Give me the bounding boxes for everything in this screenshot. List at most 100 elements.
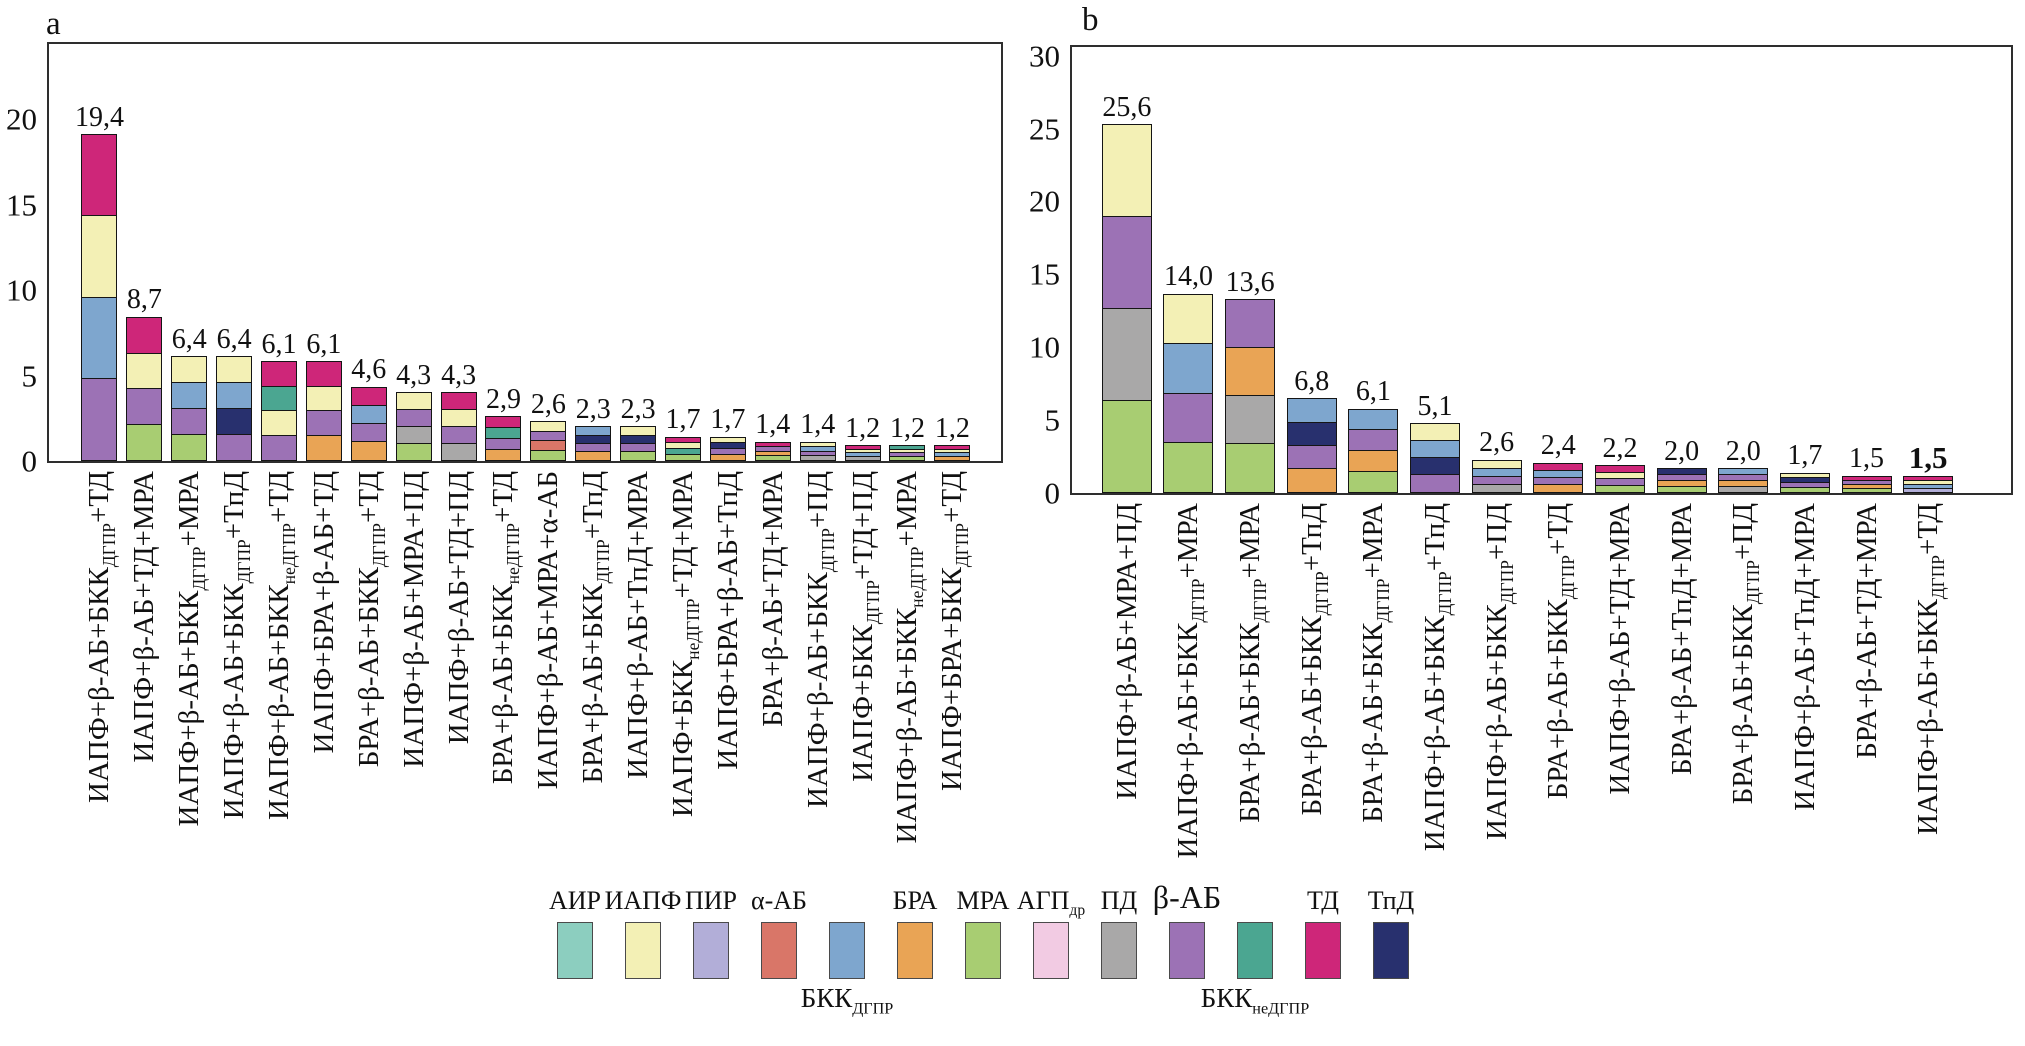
bar: 1,2 — [889, 414, 926, 461]
legend-label: ТпД — [1367, 886, 1415, 915]
bar-segment-iapf — [126, 352, 163, 390]
bar: 4,6 — [350, 356, 387, 461]
x-axis-label: ИАПФ+БККДГПР+ТД+ПД — [846, 471, 883, 782]
bar-segment-iapf — [216, 356, 253, 384]
y-axis-tick-label: 0 — [21, 443, 38, 479]
bar-value-label: 4,3 — [441, 359, 477, 391]
bar-value-label: 4,3 — [396, 359, 432, 391]
y-axis-tick-label: 20 — [6, 101, 37, 137]
bar-segment-td — [440, 392, 477, 411]
bar-value-label: 1,7 — [710, 404, 746, 435]
bar-segment-pd — [1718, 485, 1769, 493]
legend-label: β-АБ — [1152, 879, 1222, 915]
bar-segment-beta_ab — [305, 410, 342, 437]
legend-label: АИР — [548, 886, 602, 915]
legend-item-mra: МРА — [956, 886, 1010, 979]
bar: 6,1 — [261, 330, 297, 461]
bar-segment-td — [81, 134, 118, 217]
legend-label: ТД — [1307, 886, 1339, 915]
bar: 2,6 — [530, 390, 567, 461]
bar: 2,0 — [1718, 437, 1769, 493]
y-axis-tick-label: 15 — [6, 187, 37, 223]
bar-segment-bkk_dgpr — [1163, 343, 1214, 394]
bar-segment-td — [350, 386, 387, 407]
bars-layer: 25,6 ИАПФ+β-АБ+МРА+ПД 14,0 ИАПФ+β-АБ+БККДГП… — [1072, 47, 2011, 858]
y-axis: 0 5 10 15 20 — [6, 44, 1001, 477]
bar-segment-mra — [620, 451, 657, 461]
x-axis-label: БРА+β-АБ+ТпД+МРА — [1665, 503, 1698, 776]
bar-group: 2,9 БРА+β-АБ+БККнеДГПР+ТД — [485, 44, 523, 784]
bar: 2,2 — [1594, 434, 1645, 493]
bar-segment-iapf — [305, 385, 342, 412]
bar-value-label: 6,1 — [261, 328, 297, 360]
bar-segment-beta_ab — [261, 434, 297, 461]
bar-group: 6,8 БРА+β-АБ+БККДГПР+ТпД — [1286, 47, 1337, 816]
bar: 2,3 — [575, 395, 612, 461]
bar: 2,6 — [1471, 429, 1522, 493]
bar-segment-bra — [1286, 468, 1337, 493]
bar-segment-tpd — [216, 407, 253, 436]
x-axis-label: БРА+β-АБ+БККДГПР+ТД — [352, 471, 389, 768]
x-axis-label: БРА+β-АБ+БККДГПР+МРА — [1234, 503, 1270, 823]
legend-swatch-beta_ab — [1169, 922, 1205, 979]
bar-group: 1,4 БРА+β-АБ+ТД+МРА — [754, 44, 791, 727]
bar: 6,1 — [1348, 378, 1399, 493]
bar: 14,0 — [1163, 263, 1214, 493]
bar-segment-bra — [350, 441, 387, 461]
legend-item-pir: ПИР — [685, 886, 737, 979]
x-axis-label: ИАПФ+β-АБ+МРА+ПД — [1110, 503, 1143, 800]
bar-value-label: 2,3 — [575, 393, 611, 425]
bar-group: 6,1 БРА+β-АБ+БККДГПР+МРА — [1348, 47, 1399, 823]
x-axis-label: БРА+β-АБ+БККнеДГПР+ТД — [487, 471, 524, 785]
bar-value-label: 2,4 — [1540, 430, 1576, 462]
bar-value-label: 2,6 — [1479, 427, 1515, 459]
bar: 5,1 — [1410, 392, 1461, 493]
x-axis-label: БРА+β-АБ+БККДГПР+ТпД — [1295, 503, 1332, 816]
y-axis-tick-label: 20 — [1029, 183, 1060, 219]
bar-segment-mra — [889, 455, 926, 461]
legend-swatch-alpha_ab — [761, 922, 797, 979]
bar-value-label: 1,5 — [1908, 440, 1948, 476]
bar-segment-bra — [485, 448, 522, 461]
bar-group: 2,3 ИАПФ+β-АБ+ТпД+МРА — [620, 44, 657, 779]
bar: 1,7 — [709, 406, 746, 461]
bar-value-label: 25,6 — [1102, 91, 1152, 123]
bar: 1,4 — [799, 411, 836, 461]
bar-segment-bkk_dgpr — [1410, 440, 1461, 459]
bar-segment-beta_ab — [1410, 474, 1461, 493]
bar-group: 1,2 ИАПФ+БККДГПР+ТД+ПД — [844, 44, 882, 782]
bar: 2,3 — [620, 395, 657, 461]
legend-item-td: ТД — [1305, 886, 1341, 979]
x-axis-label: ИАПФ+БРА+β-АБ+ТпД — [711, 471, 744, 770]
bar-segment-bra — [1533, 484, 1584, 493]
bar-group: 2,6 ИАПФ+β-АБ+МРА+α-АБ — [530, 44, 567, 789]
x-axis-label: БРА+β-АБ+БККДГПР+МРА — [1357, 503, 1394, 823]
chart-b-plot-area: 0 5 10 15 20 25 30 25,6 ИАПФ+β-АБ+МРА+ПД 14,0 ИАПФ… — [1029, 40, 2013, 858]
bar-group: 4,3 ИАПФ+β-АБ+ТД+ПД — [440, 44, 477, 744]
bar-segment-mra — [1656, 485, 1707, 493]
legend-swatch-bra — [897, 922, 933, 979]
legend-swatch-mra — [965, 922, 1001, 979]
bar-segment-bkk_dgpr — [81, 296, 118, 380]
bar-segment-tpd — [1410, 457, 1461, 476]
legend: АИР ИАПФ ПИР α-АБ БККДГПР БРА МРА АГПдр ПД β-АБ БК… — [549, 879, 1414, 1016]
bar: 6,4 — [171, 325, 208, 461]
legend-item-bkk_dgpr: БККДГПР — [801, 922, 893, 1016]
bar-value-label: 5,1 — [1417, 390, 1453, 422]
bar-segment-mra — [1841, 487, 1892, 493]
x-axis-label: ИАПФ+β-АБ+БККДГПР+ТпД — [1419, 503, 1455, 852]
bar-value-label: 1,4 — [800, 409, 836, 441]
x-axis-label: ИАПФ+β-АБ+БККДГПР+ТД — [83, 471, 120, 803]
bar-segment-pd — [1101, 307, 1152, 402]
bar-group: 14,0 ИАПФ+β-АБ+БККДГПР+МРА — [1163, 47, 1214, 858]
x-axis-label: ИАПФ+β-АБ+ТД+МРА — [1603, 503, 1636, 795]
bar-segment-beta_ab — [81, 378, 118, 461]
bar: 6,1 — [305, 330, 342, 461]
bar-segment-iapf — [261, 410, 297, 437]
bar-group: 6,1 ИАПФ+β-АБ+БККнеДГПР+ТД — [261, 44, 299, 820]
x-axis-label: ИАПФ+β-АБ+БККДГПР+МРА — [1172, 503, 1209, 859]
x-axis-label: ИАПФ+β-АБ+БККДГПР+ПД — [1480, 503, 1517, 841]
x-axis-label: ИАПФ+β-АБ+ТД+МРА — [128, 471, 161, 763]
x-axis-label: ИАПФ+β-АБ+ТД+ПД — [442, 471, 475, 745]
bar: 1,2 — [844, 414, 881, 461]
